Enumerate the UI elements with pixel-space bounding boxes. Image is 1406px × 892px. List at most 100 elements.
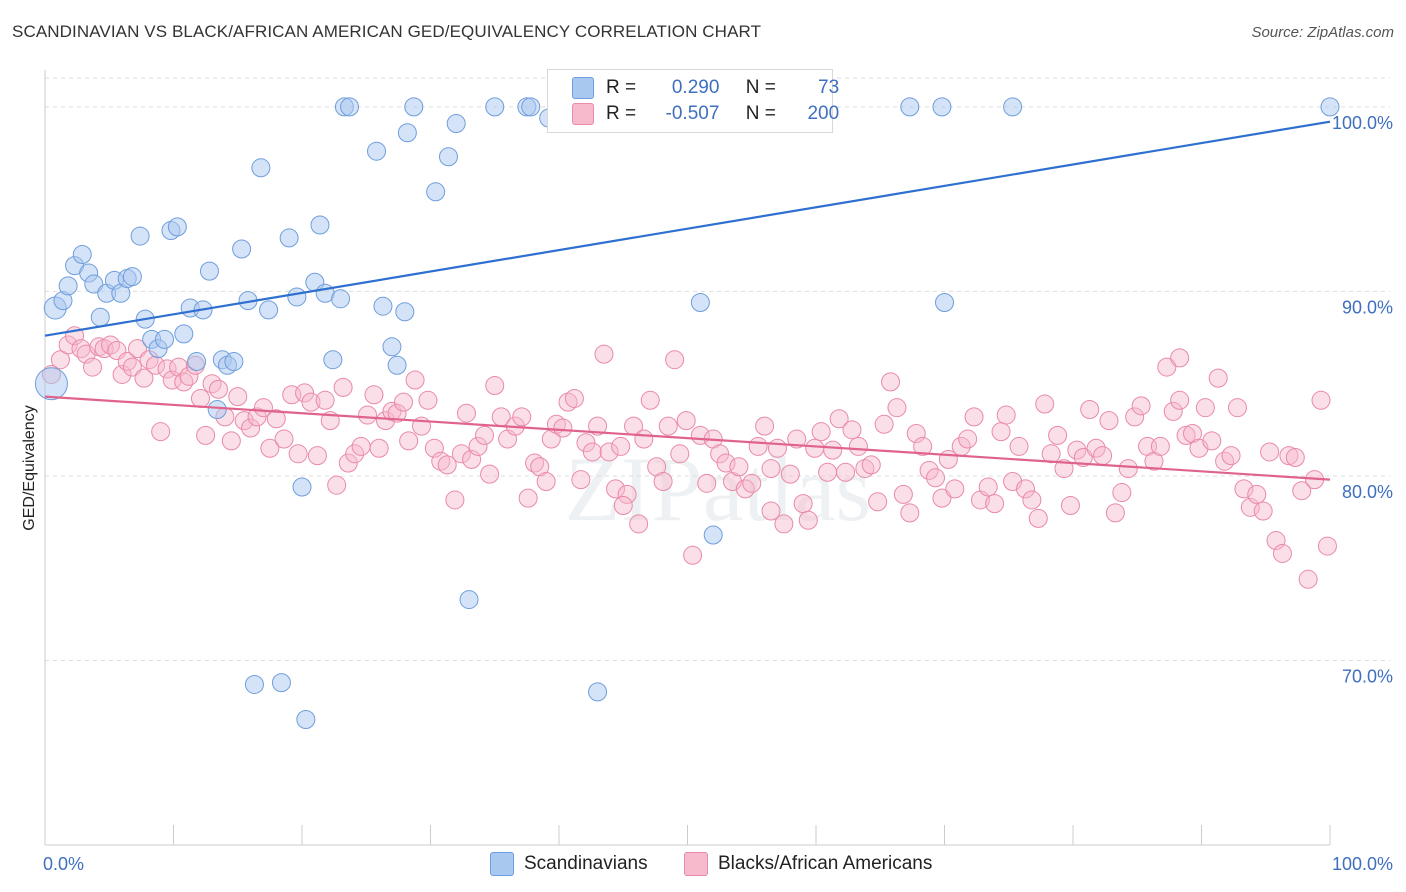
n-label: N = xyxy=(745,77,776,98)
blue-point xyxy=(296,710,316,730)
blue-swatch xyxy=(490,852,514,876)
blue-point xyxy=(935,293,954,312)
blue-point xyxy=(287,287,307,307)
pink-point xyxy=(387,403,407,423)
blue-point xyxy=(703,525,723,545)
tick-labels: 100.0% 90.0% 80.0% 70.0% 0.0% 100.0% xyxy=(43,113,1393,874)
y-tick-label: 90.0% xyxy=(1342,297,1393,317)
blue-swatch xyxy=(572,77,594,99)
blue-point xyxy=(438,147,458,167)
pink-point xyxy=(1099,411,1119,431)
legend-item-scandinavians[interactable]: Scandinavians xyxy=(490,852,648,878)
pink-point xyxy=(588,416,608,436)
chart-title: SCANDINAVIAN VS BLACK/AFRICAN AMERICAN G… xyxy=(12,22,762,41)
pink-point xyxy=(576,433,596,453)
pink-point xyxy=(1227,398,1247,418)
pink-point xyxy=(394,392,414,412)
pink-point xyxy=(247,407,267,427)
pink-point xyxy=(1028,508,1048,528)
pink-point xyxy=(855,459,875,479)
source-note: Source: ZipAtlas.com xyxy=(1251,24,1394,41)
pink-point xyxy=(418,390,438,410)
pink-point xyxy=(926,468,946,488)
pink-point xyxy=(823,440,843,460)
r-value: 0.290 xyxy=(671,77,720,98)
pink-point xyxy=(793,494,813,514)
pink-point xyxy=(748,436,768,456)
pink-point xyxy=(1086,438,1106,458)
pink-point xyxy=(1272,543,1292,563)
blue-point xyxy=(690,293,710,312)
pink-point xyxy=(358,405,378,425)
pink-point xyxy=(640,390,660,410)
pink-point xyxy=(606,479,626,499)
r-label: R = xyxy=(606,103,637,124)
pink-point xyxy=(1035,394,1055,414)
blue-point xyxy=(292,477,312,497)
blue-point xyxy=(244,674,264,694)
pink-point xyxy=(485,376,505,396)
pink-point xyxy=(451,444,471,464)
pink-point xyxy=(842,420,862,440)
pink-point xyxy=(179,366,199,386)
pink-point xyxy=(1041,444,1061,464)
blue-point xyxy=(187,352,207,372)
pink-point xyxy=(190,388,210,408)
pink-point xyxy=(985,494,1005,514)
pink-point xyxy=(536,471,556,491)
pink-point xyxy=(445,490,465,510)
pink-point xyxy=(1054,459,1074,479)
pink-point xyxy=(735,479,755,499)
legend-item-blacks[interactable]: Blacks/African Americans xyxy=(684,852,932,878)
blue-point xyxy=(130,226,150,246)
blue-point xyxy=(58,276,78,296)
pink-point xyxy=(755,416,775,436)
pink-point xyxy=(1060,495,1080,515)
pink-point xyxy=(456,403,476,423)
blue-trend-line xyxy=(44,120,1331,337)
pink-point xyxy=(964,407,984,427)
blue-point xyxy=(485,97,505,117)
blue-point xyxy=(232,239,252,259)
blue-point xyxy=(382,337,402,357)
pink-point xyxy=(1150,436,1170,456)
blue-point xyxy=(90,307,110,327)
pink-point xyxy=(1048,425,1068,445)
pink-point xyxy=(665,350,685,370)
blue-point xyxy=(387,355,407,375)
pink-point xyxy=(1279,446,1299,466)
pink-point xyxy=(512,407,532,427)
pink-point xyxy=(338,453,358,473)
pink-point xyxy=(634,429,654,449)
blue-point xyxy=(167,217,187,237)
pink-trend-line xyxy=(44,395,1331,481)
pink-point xyxy=(1067,440,1087,460)
pink-point xyxy=(818,462,838,482)
pink-point xyxy=(295,383,315,403)
pink-point xyxy=(364,385,384,405)
pink-point xyxy=(836,462,856,482)
blue-point xyxy=(122,267,142,287)
pink-point xyxy=(558,392,578,412)
pink-point xyxy=(767,438,787,458)
pink-point xyxy=(1253,501,1273,521)
pink-point xyxy=(676,411,696,431)
pink-point xyxy=(301,392,321,412)
pink-point xyxy=(58,335,78,355)
pink-point xyxy=(437,455,457,475)
blue-point xyxy=(155,329,175,349)
stats-legend: R = 0.290 N = 73 R = -0.507 N = 200 xyxy=(547,69,839,133)
legend-label: Blacks/African Americans xyxy=(718,853,933,874)
blue-point xyxy=(84,274,104,294)
blue-point xyxy=(34,367,68,401)
pink-point xyxy=(798,510,818,530)
y-tick-label: 100.0% xyxy=(1332,113,1393,133)
blue-point xyxy=(72,245,92,265)
pink-point xyxy=(196,425,216,445)
pink-point xyxy=(208,379,228,399)
blue-point xyxy=(1003,97,1023,117)
pink-point xyxy=(1215,451,1235,471)
blue-point xyxy=(900,97,920,117)
pink-point xyxy=(861,455,881,475)
blue-point xyxy=(426,182,446,202)
